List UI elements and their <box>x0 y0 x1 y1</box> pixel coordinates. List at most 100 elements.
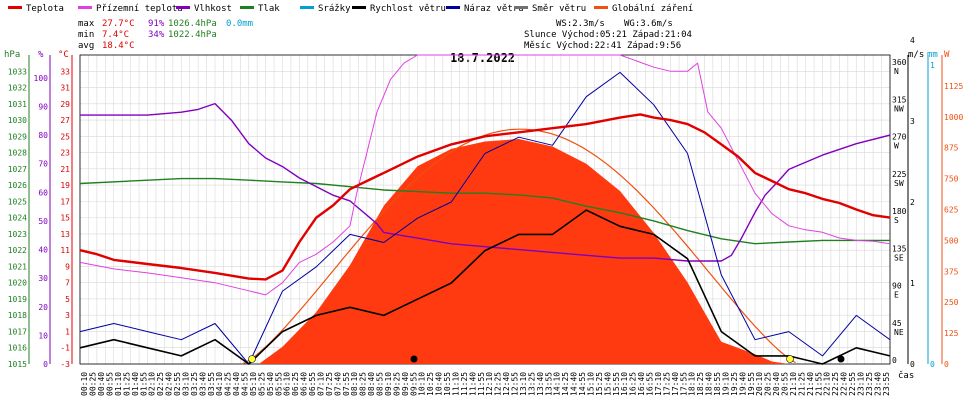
solar-axis-tick: 125 <box>944 329 959 338</box>
direction-axis-tick: 135 <box>892 244 907 253</box>
unit-ms: m/s <box>908 50 924 60</box>
pressure-axis-tick: 1018 <box>8 311 27 320</box>
x-tick-label: 20:25 <box>764 372 773 396</box>
direction-axis-tick: E <box>894 291 899 300</box>
temperature-axis-tick: 29 <box>60 100 70 109</box>
unit-hpa: hPa <box>4 50 20 60</box>
temperature-axis-tick: 33 <box>60 67 70 76</box>
x-tick-label: 04:10 <box>215 372 224 396</box>
x-tick-label: 23:55 <box>882 372 891 396</box>
stats-rain: 0.0mm <box>226 19 253 29</box>
x-tick-label: 20:55 <box>781 372 790 396</box>
x-tick-label: 12:10 <box>485 372 494 396</box>
x-tick-label: 08:40 <box>367 372 376 396</box>
speed-axis-tick: 2 <box>910 198 915 207</box>
humidity-axis-tick: 100 <box>34 74 49 83</box>
legend-swatch <box>514 6 528 9</box>
x-tick-label: 03:55 <box>207 372 216 396</box>
solar-axis-tick: 750 <box>944 175 959 184</box>
x-tick-label: 12:25 <box>494 372 503 396</box>
x-tick-label: 15:25 <box>595 372 604 396</box>
x-tick-label: 01:10 <box>114 372 123 396</box>
x-tick-label: 19:40 <box>738 372 747 396</box>
series-lines <box>79 54 891 365</box>
pressure-axis-tick: 1029 <box>8 132 27 141</box>
x-tick-label: 14:40 <box>570 372 579 396</box>
direction-axis-tick: NE <box>894 328 904 337</box>
legend-swatch <box>300 6 314 9</box>
series-line-náraz-větru <box>79 71 891 365</box>
x-tick-label: 03:25 <box>190 372 199 396</box>
temperature-axis-tick: 3 <box>65 311 70 320</box>
x-tick-label: 06:55 <box>308 372 317 396</box>
x-tick-label: 13:25 <box>527 372 536 396</box>
speed-axis-tick: 1 <box>910 279 915 288</box>
stats-block: max 27.7°C 91% 1026.4hPa 0.0mm min 7.4°C… <box>78 19 253 51</box>
humidity-axis-tick: 50 <box>38 217 48 226</box>
temperature-axis-tick: 7 <box>65 279 70 288</box>
pressure-axis-tick: 1019 <box>8 295 27 304</box>
sun-moon-info: WS:2.3m/s WG:3.6m/s Slunce Východ:05:21 … <box>524 19 692 51</box>
pressure-axis-tick: 1020 <box>8 279 27 288</box>
pressure-axis-tick: 1016 <box>8 344 27 353</box>
x-tick-label: 21:10 <box>789 372 798 396</box>
rain-axis-tick: 0 <box>930 360 935 369</box>
temperature-axis-tick: -1 <box>60 344 70 353</box>
x-tick-label: 10:10 <box>418 372 427 396</box>
x-tick-label: 13:40 <box>536 372 545 396</box>
temperature-axis-tick: 25 <box>60 132 70 141</box>
direction-axis-tick: SW <box>894 179 904 188</box>
info-moon: Měsíc Východ:22:41 Západ:9:56 <box>524 41 681 51</box>
x-tick-label: 22:10 <box>823 372 832 396</box>
solar-axis-tick: 1000 <box>944 113 963 122</box>
stats-avg-temp: 18.4°C <box>102 41 135 51</box>
x-tick-label: 22:25 <box>831 372 840 396</box>
direction-axis-tick: 315 <box>892 95 907 104</box>
series-line-teplota <box>79 113 891 281</box>
x-tick-label: 01:55 <box>139 372 148 396</box>
temperature-axis-tick: 1 <box>65 327 70 336</box>
x-tick-label: 17:25 <box>662 372 671 396</box>
x-tick-label: 23:40 <box>873 372 882 396</box>
humidity-axis-tick: 10 <box>38 331 48 340</box>
temperature-axis-tick: 31 <box>60 84 70 93</box>
x-tick-label: 07:25 <box>325 372 334 396</box>
legend-label: Tlak <box>258 4 280 14</box>
pressure-axis-tick: 1025 <box>8 197 27 206</box>
x-tick-label: 11:25 <box>460 372 469 396</box>
direction-axis-tick: S <box>894 216 899 225</box>
stats-min-press: 1022.4hPa <box>168 30 217 40</box>
x-tick-label: 16:55 <box>646 372 655 396</box>
x-tick-label: 08:25 <box>359 372 368 396</box>
x-tick-label: 00:25 <box>89 372 98 396</box>
x-tick-label: 11:10 <box>451 372 460 396</box>
x-tick-label: 09:25 <box>392 372 401 396</box>
series-line-přízemní-teplota <box>79 54 891 296</box>
stats-max-label: max <box>78 19 95 29</box>
pressure-axis-tick: 1031 <box>8 100 27 109</box>
direction-axis-tick: 0 <box>892 356 897 365</box>
x-tick-label: 10:25 <box>426 372 435 396</box>
pressure-axis-tick: 1017 <box>8 327 27 336</box>
temperature-axis-tick: 21 <box>60 165 70 174</box>
legend-label: Rychlost větru <box>370 4 446 14</box>
legend-label: Globální záření <box>612 4 693 14</box>
speed-axis-tick: 3 <box>910 117 915 126</box>
solar-axis-tick: 500 <box>944 236 959 245</box>
temperature-axis-tick: 15 <box>60 214 70 223</box>
legend-label: Srážky <box>318 4 351 14</box>
unit-mm: mm <box>927 50 938 60</box>
series-line-rychlost-větru <box>79 209 891 365</box>
x-axis-ticks: 00:10 00:25 00:40 00:55 01:10 01:25 01:40 01:55… <box>80 372 891 396</box>
stats-max-hum: 91% <box>148 19 165 29</box>
unit-degc: °C <box>58 50 69 60</box>
solar-axis-tick: 1125 <box>944 82 963 91</box>
left-axes: 1015101610171018101910201021102210231024… <box>8 55 73 369</box>
sunrise-marker <box>248 355 256 363</box>
humidity-axis-tick: 40 <box>38 246 48 255</box>
x-tick-label: 05:40 <box>266 372 275 396</box>
legend-label: Směr větru <box>532 4 586 14</box>
x-tick-label: 20:10 <box>755 372 764 396</box>
temperature-axis-tick: 13 <box>60 230 70 239</box>
x-tick-label: 02:10 <box>148 372 157 396</box>
